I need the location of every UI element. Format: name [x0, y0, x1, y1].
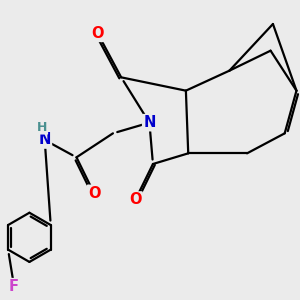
Text: O: O: [88, 186, 100, 201]
Text: N: N: [143, 115, 156, 130]
Text: N: N: [38, 133, 51, 148]
Text: H: H: [37, 121, 47, 134]
Text: O: O: [129, 193, 142, 208]
Text: O: O: [92, 26, 104, 41]
Text: F: F: [9, 279, 19, 294]
